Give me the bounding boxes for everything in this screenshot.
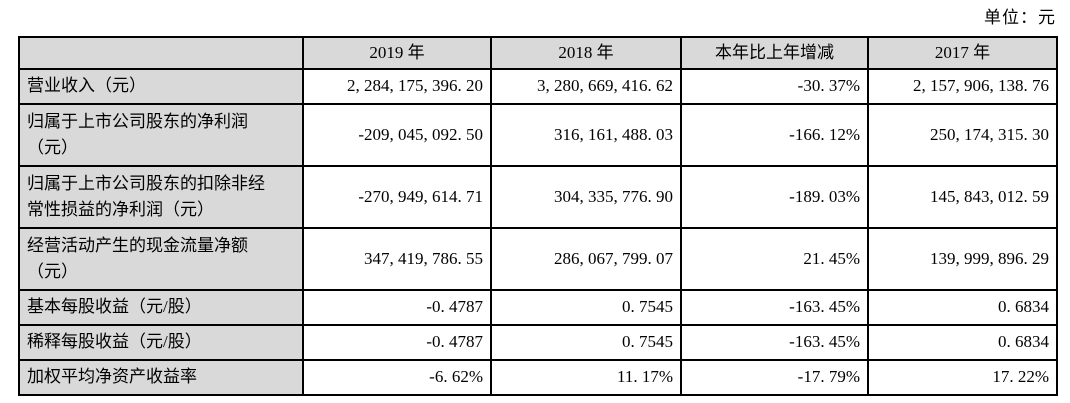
cell-2017: 0. 6834 — [867, 324, 1058, 361]
cell-2019: -0. 4787 — [302, 324, 492, 361]
cell-2017: 145, 843, 012. 59 — [867, 165, 1058, 229]
cell-yoy: -189. 03% — [680, 165, 869, 229]
cell-2017: 2, 157, 906, 138. 76 — [867, 68, 1058, 105]
header-2017: 2017 年 — [867, 36, 1058, 70]
row-label: 经营活动产生的现金流量净额 （元） — [18, 227, 304, 291]
table-row-net-profit: 归属于上市公司股东的净利润 （元） -209, 045, 092. 50 316… — [18, 103, 1058, 167]
table-header-row: 2019 年 2018 年 本年比上年增减 2017 年 — [18, 36, 1058, 70]
cell-2018: 304, 335, 776. 90 — [490, 165, 682, 229]
cell-2019: -209, 045, 092. 50 — [302, 103, 492, 167]
cell-2019: -270, 949, 614. 71 — [302, 165, 492, 229]
cell-yoy: -166. 12% — [680, 103, 869, 167]
header-2019: 2019 年 — [302, 36, 492, 70]
row-label: 稀释每股收益（元/股） — [18, 324, 304, 361]
row-label: 加权平均净资产收益率 — [18, 359, 304, 396]
cell-2019: -6. 62% — [302, 359, 492, 396]
table-row-operating-cash-flow: 经营活动产生的现金流量净额 （元） 347, 419, 786. 55 286,… — [18, 227, 1058, 291]
cell-2018: 316, 161, 488. 03 — [490, 103, 682, 167]
row-label: 营业收入（元） — [18, 68, 304, 105]
cell-2018: 0. 7545 — [490, 324, 682, 361]
cell-2017: 250, 174, 315. 30 — [867, 103, 1058, 167]
header-yoy-change: 本年比上年增减 — [680, 36, 869, 70]
cell-yoy: -30. 37% — [680, 68, 869, 105]
cell-2019: -0. 4787 — [302, 289, 492, 326]
table-row-net-profit-excl-nonrecurring: 归属于上市公司股东的扣除非经 常性损益的净利润（元） -270, 949, 61… — [18, 165, 1058, 229]
table-row-diluted-eps: 稀释每股收益（元/股） -0. 4787 0. 7545 -163. 45% 0… — [18, 324, 1058, 361]
cell-2018: 0. 7545 — [490, 289, 682, 326]
cell-2018: 11. 17% — [490, 359, 682, 396]
table-row-basic-eps: 基本每股收益（元/股） -0. 4787 0. 7545 -163. 45% 0… — [18, 289, 1058, 326]
cell-2018: 3, 280, 669, 416. 62 — [490, 68, 682, 105]
row-label: 基本每股收益（元/股） — [18, 289, 304, 326]
cell-2017: 0. 6834 — [867, 289, 1058, 326]
header-empty-cell — [18, 36, 304, 70]
table-row-weighted-avg-roe: 加权平均净资产收益率 -6. 62% 11. 17% -17. 79% 17. … — [18, 359, 1058, 396]
cell-yoy: -163. 45% — [680, 324, 869, 361]
unit-label: 单位：元 — [984, 8, 1056, 27]
cell-2019: 347, 419, 786. 55 — [302, 227, 492, 291]
cell-2017: 17. 22% — [867, 359, 1058, 396]
table-row-operating-revenue: 营业收入（元） 2, 284, 175, 396. 20 3, 280, 669… — [18, 68, 1058, 105]
cell-yoy: 21. 45% — [680, 227, 869, 291]
cell-yoy: -163. 45% — [680, 289, 869, 326]
cell-yoy: -17. 79% — [680, 359, 869, 396]
header-2018: 2018 年 — [490, 36, 682, 70]
cell-2018: 286, 067, 799. 07 — [490, 227, 682, 291]
cell-2017: 139, 999, 896. 29 — [867, 227, 1058, 291]
cell-2019: 2, 284, 175, 396. 20 — [302, 68, 492, 105]
key-financials-table: 2019 年 2018 年 本年比上年增减 2017 年 营业收入（元） 2, … — [18, 36, 1058, 396]
row-label: 归属于上市公司股东的扣除非经 常性损益的净利润（元） — [18, 165, 304, 229]
row-label: 归属于上市公司股东的净利润 （元） — [18, 103, 304, 167]
